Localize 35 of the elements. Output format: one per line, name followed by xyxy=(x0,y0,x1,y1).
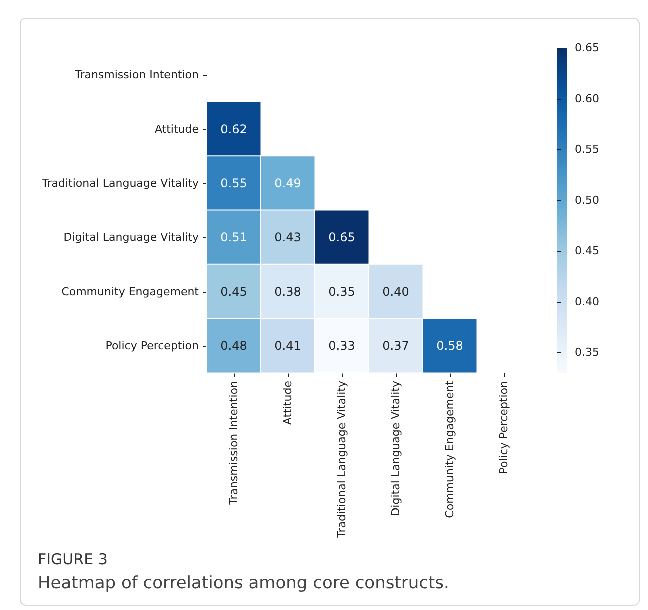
data-label: 0.65 xyxy=(328,230,356,245)
data-label: 0.58 xyxy=(436,338,464,353)
y-tick-label: Attitude xyxy=(154,122,200,136)
text: Heatmap of correlations among core constructs. xyxy=(38,574,450,594)
y-tick-label: Policy Perception xyxy=(106,339,200,352)
data-label: 0.33 xyxy=(328,338,356,353)
y-tick-label: Transmission Intention xyxy=(74,68,200,82)
color-bar-label: 0.50 xyxy=(575,194,600,207)
y-tick-label: Traditional Language Vitality xyxy=(41,176,200,190)
x-tick-label: Attitude xyxy=(282,380,294,426)
y-tick-label: Digital Language Vitality xyxy=(64,231,200,244)
data-label: 0.43 xyxy=(274,230,302,245)
data-label: 0.48 xyxy=(220,338,248,353)
color-bar-label: 0.45 xyxy=(575,244,600,258)
data-label: 0.41 xyxy=(274,338,302,353)
color-bar-label: 0.35 xyxy=(575,346,600,360)
data-label: 0.38 xyxy=(274,284,302,299)
color-bar-label: 0.65 xyxy=(575,42,600,54)
data-label: 0.35 xyxy=(328,284,356,299)
x-tick-label: Digital Language Vitality xyxy=(390,380,402,516)
data-label: 0.37 xyxy=(382,338,410,353)
caption: FIGURE 3 xyxy=(38,550,108,568)
data-label: 0.40 xyxy=(382,284,410,299)
color-bar-label: 0.40 xyxy=(575,295,600,308)
data-label: 0.51 xyxy=(220,230,248,245)
x-tick-label: Community Engagement xyxy=(444,380,456,518)
data-label: 0.55 xyxy=(220,176,248,190)
data-label: 0.49 xyxy=(274,176,302,190)
y-tick-label: Community Engagement xyxy=(62,285,200,298)
data-label: 0.62 xyxy=(220,122,248,136)
data-label: 0.45 xyxy=(220,284,248,299)
color-bar-label: 0.60 xyxy=(575,92,600,106)
x-tick-label: Traditional Language Vitality xyxy=(336,380,348,539)
color-bar-label: 0.55 xyxy=(575,143,600,156)
x-tick-label: Policy Perception xyxy=(498,380,510,474)
